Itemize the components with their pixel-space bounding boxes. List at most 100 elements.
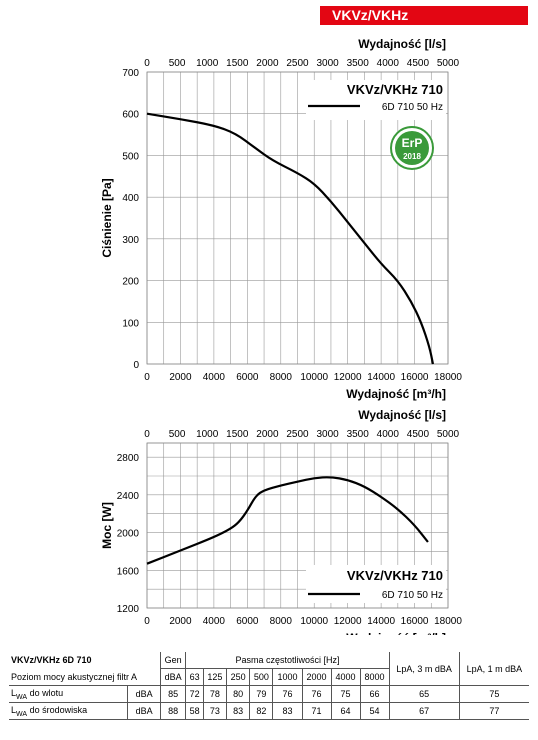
- top-tick-label: 3500: [347, 58, 370, 69]
- x-tick-label: 8000: [270, 372, 293, 383]
- x-tick-label: 4000: [203, 616, 226, 627]
- x-tick-label: 0: [144, 616, 150, 627]
- x-tick-label: 2000: [169, 372, 192, 383]
- legend-box: [306, 80, 446, 120]
- x-tick-label: 10000: [300, 616, 328, 627]
- band-2000: 2000: [301, 668, 332, 686]
- table-row: LWA do środowiska dBA 88 58 73 83 82 83 …: [9, 702, 529, 720]
- row-lpa1: 75: [458, 685, 529, 703]
- top-tick-label: 1500: [226, 429, 249, 440]
- power-chart: Wydajność [l/s] 0 500 1000 1500 2000 2500 3000 3…: [100, 408, 462, 635]
- x-tick-label: 16000: [401, 616, 429, 627]
- top-tick-label: 3000: [316, 429, 339, 440]
- table-title: VKVz/VKHz 6D 710: [9, 652, 161, 669]
- row-value: 66: [359, 685, 390, 703]
- x-tick-label: 12000: [334, 372, 362, 383]
- x-tick-label: 14000: [367, 372, 395, 383]
- x-tick-label: 6000: [236, 616, 259, 627]
- top-tick-label: 0: [144, 58, 150, 69]
- top-tick-label: 5000: [437, 58, 460, 69]
- table-row: LWA do wlotu dBA 85 72 78 80 79 76 76 75…: [9, 685, 529, 703]
- legend-series-label: 6D 710 50 Hz: [382, 102, 443, 113]
- row-value: 54: [359, 702, 390, 720]
- y-tick-label: 200: [122, 277, 139, 288]
- bands-header: Pasma częstotliwości [Hz]: [185, 652, 390, 669]
- row-unit: dBA: [127, 685, 161, 703]
- top-tick-label: 4500: [407, 429, 430, 440]
- x-tick-label: 18000: [434, 372, 462, 383]
- row-value: 83: [272, 702, 303, 720]
- lpa3-header: LpA, 3 m dBA: [388, 652, 460, 686]
- y-tick-label: 500: [122, 151, 139, 162]
- band-250: 250: [226, 668, 251, 686]
- top-tick-label: 2500: [286, 429, 309, 440]
- x-tick-label: 16000: [401, 372, 429, 383]
- legend-title: VKVz/VKHz 710: [347, 82, 443, 97]
- row-value: 58: [185, 702, 204, 720]
- top-tick-label: 5000: [437, 429, 460, 440]
- legend-box: [306, 565, 446, 603]
- row-unit: dBA: [127, 702, 161, 720]
- band-1000: 1000: [272, 668, 303, 686]
- row-value: 78: [202, 685, 228, 703]
- erp-badge: [395, 131, 429, 165]
- row-gen: 85: [159, 685, 187, 703]
- row-value: 79: [249, 685, 274, 703]
- pressure-chart: Wydajność [l/s]0 500 1000 1500 2000 2500 3000 3…: [100, 37, 462, 401]
- y-tick-label: 100: [122, 318, 139, 329]
- row-label: LWA do wlotu: [9, 685, 129, 703]
- y-tick-label: 1600: [117, 566, 140, 577]
- erp-badge-text: ErP: [402, 136, 423, 150]
- top-tick-label: 4000: [377, 58, 400, 69]
- row-value: 76: [301, 685, 332, 703]
- band-8000: 8000: [359, 668, 390, 686]
- plot-frame: [146, 71, 449, 365]
- legend-series-label: 6D 710 50 Hz: [382, 590, 443, 601]
- x-axis-label: Wydajność [m³/h]: [346, 631, 446, 635]
- header-bar: VKVz/VKHz: [320, 6, 528, 25]
- band-63: 63: [185, 668, 204, 686]
- top-tick-label: 3500: [347, 429, 370, 440]
- top-tick-label: 2000: [256, 429, 279, 440]
- row-lpa3: 65: [388, 685, 460, 703]
- top-tick-label: 1500: [226, 58, 249, 69]
- gen-unit: dBA: [159, 668, 187, 686]
- x-tick-label: 0: [144, 372, 150, 383]
- top-tick-label: 3000: [316, 58, 339, 69]
- top-axis-label: Wydajność [l/s]: [358, 37, 446, 51]
- top-tick-label: 1000: [196, 58, 219, 69]
- y-tick-label: 1200: [117, 604, 140, 615]
- row-value: 71: [301, 702, 332, 720]
- row-label: LWA do środowiska: [9, 702, 129, 720]
- row-value: 82: [249, 702, 274, 720]
- y-tick-label: 300: [122, 235, 139, 246]
- x-tick-label: 4000: [203, 372, 226, 383]
- x-tick-label: 10000: [300, 372, 328, 383]
- sound-table: VKVz/VKHz 6D 710 Gen Pasma częstotliwośc…: [9, 652, 529, 720]
- row-lpa1: 77: [458, 702, 529, 720]
- y-tick-label: 2400: [117, 491, 140, 502]
- x-tick-label: 6000: [236, 372, 259, 383]
- top-axis-label: Wydajność [l/s]: [358, 408, 446, 422]
- series-line: [146, 112, 435, 365]
- header-title: VKVz/VKHz: [332, 7, 409, 23]
- y-tick-label: 2000: [117, 529, 140, 540]
- row-value: 73: [202, 702, 228, 720]
- y-axis-label: Ciśnienie [Pa]: [100, 178, 114, 257]
- row-gen: 88: [159, 702, 187, 720]
- gen-header: Gen: [159, 652, 187, 669]
- series-line: [146, 476, 429, 565]
- band-500: 500: [249, 668, 274, 686]
- x-tick-label: 18000: [434, 616, 462, 627]
- y-tick-label: 400: [122, 193, 139, 204]
- row-value: 72: [185, 685, 204, 703]
- row-value: 83: [226, 702, 251, 720]
- plot-frame: [146, 442, 449, 609]
- x-tick-label: 8000: [270, 616, 293, 627]
- lpa1-header: LpA, 1 m dBA: [458, 652, 529, 686]
- row-value: 64: [330, 702, 361, 720]
- y-axis-label: Moc [W]: [100, 502, 114, 549]
- y-tick-label: 700: [122, 68, 139, 79]
- row-value: 80: [226, 685, 251, 703]
- x-axis-label: Wydajność [m³/h]: [346, 387, 446, 401]
